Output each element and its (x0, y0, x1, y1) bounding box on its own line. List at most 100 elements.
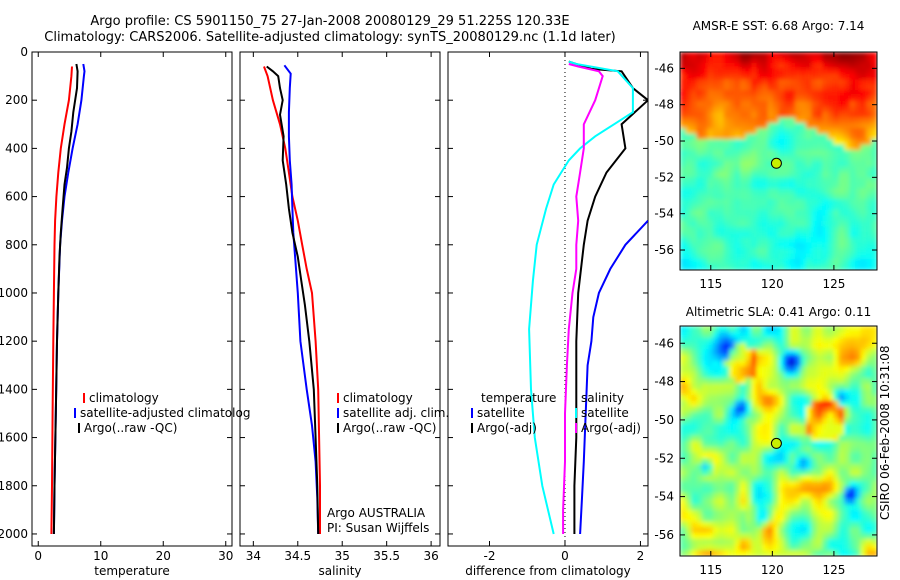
map-cell (778, 377, 785, 385)
map-cell (778, 133, 785, 140)
map-cell (745, 68, 752, 75)
map-cell (849, 204, 856, 211)
map-cell (745, 481, 752, 488)
map-cell (773, 544, 780, 551)
map-cell (844, 423, 851, 431)
map-y-tick-label: -46 (654, 336, 674, 350)
map-cell (756, 199, 763, 206)
map-cell (778, 464, 785, 471)
map-cell (778, 331, 785, 339)
map-cell (783, 215, 791, 222)
map-cell (707, 253, 714, 260)
map-cell (701, 412, 708, 419)
map-cell (701, 343, 708, 350)
map-cell (690, 248, 698, 255)
map-cell (838, 188, 845, 195)
map-cell (751, 259, 758, 266)
map-cell (685, 68, 692, 75)
map-cell (773, 231, 780, 238)
map-cell (729, 441, 736, 448)
map-cell (789, 210, 796, 217)
map-cell (860, 458, 867, 465)
map-cell (794, 122, 801, 129)
map-cell (838, 395, 845, 402)
map-cell (794, 106, 801, 113)
map-cell (756, 220, 763, 227)
map-cell (712, 231, 719, 238)
map-cell (778, 337, 785, 344)
map-cell (794, 395, 801, 402)
map-cell (685, 481, 692, 488)
map-cell (849, 377, 856, 385)
map-cell (751, 418, 758, 425)
map-cell (783, 533, 791, 540)
map-cell (849, 487, 856, 494)
map-cell (816, 62, 823, 69)
map-cell (778, 204, 785, 211)
map-cell (734, 90, 741, 97)
map-cell (767, 171, 774, 178)
map-cell (816, 111, 823, 118)
map-cell (685, 139, 692, 146)
map-cell (707, 242, 714, 249)
map-cell (756, 395, 763, 402)
map-cell (701, 150, 708, 157)
map-cell (816, 73, 823, 80)
argo-position-marker (770, 437, 782, 449)
map-cell (783, 527, 791, 534)
map-cell (745, 128, 752, 135)
map-cell (783, 538, 791, 546)
map-cell (783, 412, 791, 419)
map-cell (690, 193, 698, 200)
map-cell (767, 418, 774, 425)
map-cell (751, 253, 758, 260)
map-cell (773, 62, 780, 69)
map-cell (822, 446, 829, 454)
map-cell (707, 441, 714, 448)
x-axis-label: temperature (94, 564, 169, 578)
map-cell (838, 220, 845, 227)
map-cell (718, 469, 725, 477)
map-cell (860, 383, 867, 390)
map-cell (800, 377, 807, 385)
map-cell (833, 395, 840, 402)
map-cell (690, 226, 698, 233)
map-cell (822, 383, 829, 390)
map-cell (740, 90, 747, 97)
map-cell (816, 264, 823, 270)
map-cell (729, 452, 736, 459)
map-cell (680, 389, 687, 396)
map-cell (866, 182, 873, 189)
map-cell (740, 161, 747, 168)
map-cell (756, 354, 763, 362)
map-cell (718, 166, 725, 173)
map-cell (762, 458, 769, 465)
map-cell (773, 527, 780, 534)
map-cell (712, 73, 719, 80)
map-cell (871, 458, 877, 465)
map-cell (816, 117, 823, 124)
map-cell (680, 117, 687, 124)
map-cell (756, 52, 763, 59)
map-cell (860, 144, 867, 151)
map-cell (680, 161, 687, 168)
map-cell (811, 446, 818, 454)
map-cell (811, 210, 818, 217)
map-cell (680, 204, 687, 211)
map-cell (794, 57, 801, 64)
map-cell (745, 366, 752, 373)
map-cell (822, 538, 829, 546)
map-cell (871, 418, 877, 425)
map-cell (844, 389, 851, 396)
map-cell (855, 57, 862, 64)
map-cell (827, 510, 834, 517)
map-cell (871, 366, 877, 373)
map-cell (734, 122, 741, 129)
map-cell (707, 429, 714, 436)
map-cell (740, 182, 747, 189)
map-cell (833, 527, 840, 534)
map-cell (805, 248, 812, 255)
map-cell (723, 533, 730, 540)
map-cell (729, 550, 736, 556)
map-cell (734, 441, 741, 448)
